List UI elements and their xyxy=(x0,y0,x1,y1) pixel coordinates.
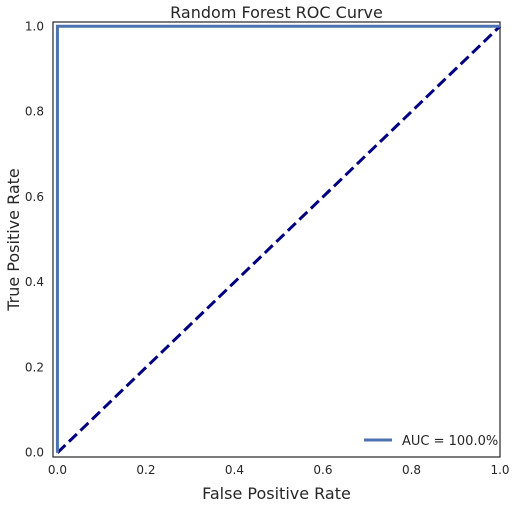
legend: AUC = 100.0% xyxy=(364,434,498,449)
chart-title: Random Forest ROC Curve xyxy=(170,3,383,22)
x-tick-label: 1.0 xyxy=(490,463,509,477)
roc-curve-line xyxy=(55,24,500,453)
y-tick-label: 0.0 xyxy=(25,446,44,460)
y-tick-label: 1.0 xyxy=(25,19,44,33)
y-tick-label: 0.4 xyxy=(25,275,44,289)
series-lines xyxy=(55,24,502,454)
x-axis-label: False Positive Rate xyxy=(202,484,351,503)
y-tick-label: 0.2 xyxy=(25,360,44,374)
x-tick-label: 0.8 xyxy=(402,463,421,477)
chance-line xyxy=(56,25,502,454)
x-tick-label: 0.6 xyxy=(313,463,332,477)
x-tick-label: 0.0 xyxy=(48,463,67,477)
x-tick-label: 0.2 xyxy=(136,463,155,477)
y-tick-label: 0.8 xyxy=(25,105,44,119)
legend-label: AUC = 100.0% xyxy=(402,434,498,449)
axis-ticks: 0.0 0.2 0.4 0.6 0.8 1.0 0.0 0.2 0.4 0.6 0.8 1.0 xyxy=(25,19,510,477)
x-tick-label: 0.4 xyxy=(225,463,244,477)
y-axis-label: True Positive Rate xyxy=(4,168,23,312)
y-tick-label: 0.6 xyxy=(25,190,44,204)
